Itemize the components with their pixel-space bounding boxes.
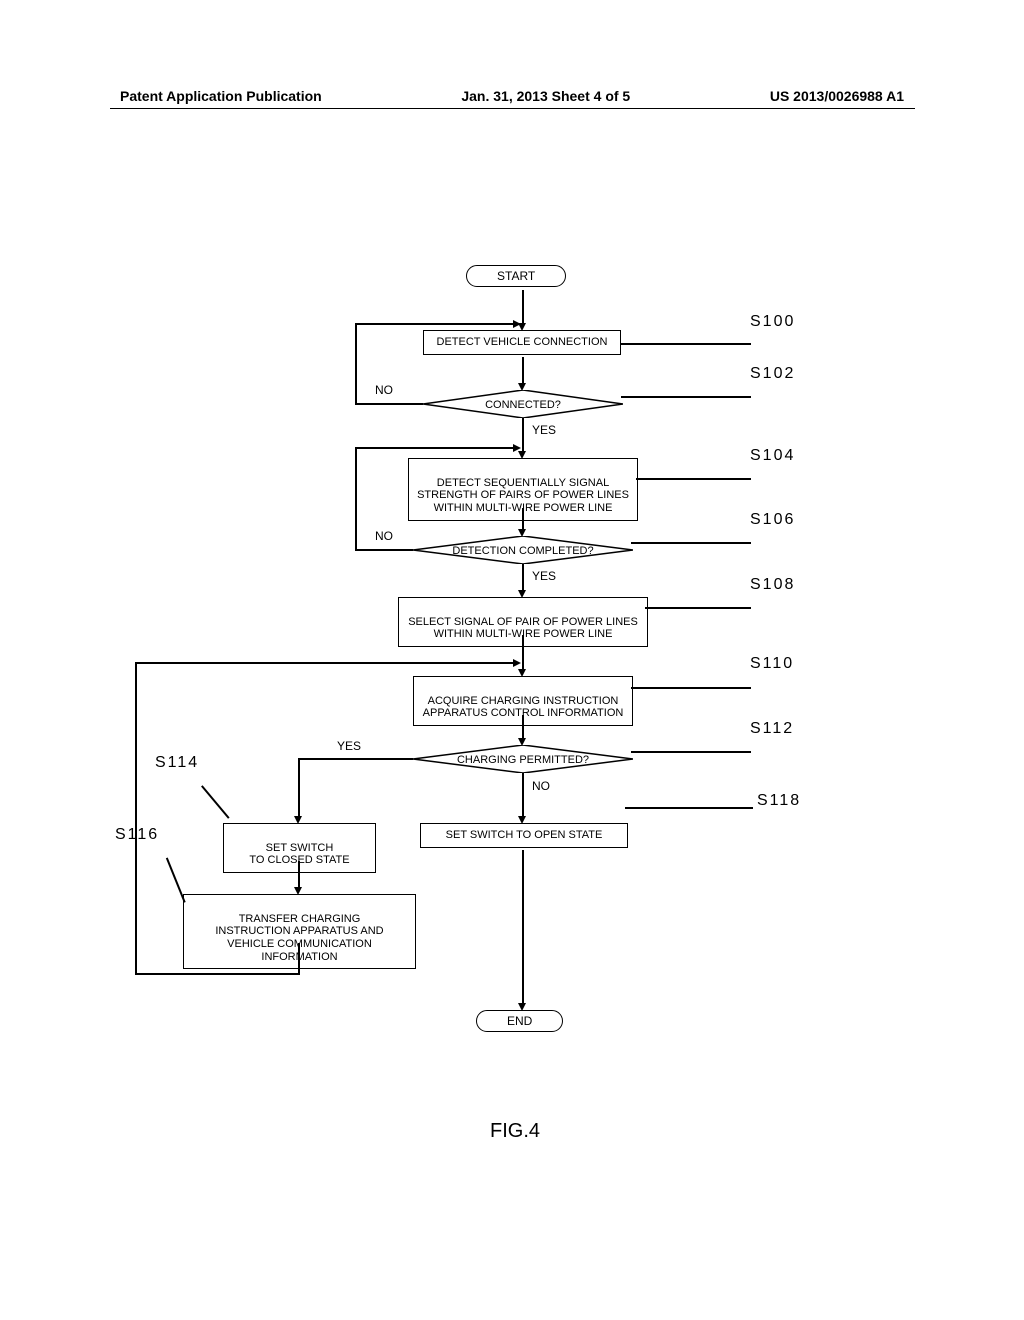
end-terminator: END [476, 1010, 563, 1032]
line [135, 662, 137, 975]
s112-label: S112 [750, 720, 794, 738]
s106-label: S106 [750, 511, 795, 529]
leader [631, 542, 751, 544]
line [298, 861, 300, 889]
s110-label: S110 [750, 655, 794, 673]
line [522, 564, 524, 592]
s118-text: SET SWITCH TO OPEN STATE [446, 829, 603, 841]
line [298, 943, 300, 973]
arrow [513, 659, 521, 667]
leader [631, 687, 751, 689]
line [135, 973, 300, 975]
line [355, 447, 515, 449]
yes-label-3: YES [337, 739, 361, 753]
line [355, 323, 357, 405]
s106-text: DETECTION COMPLETED? [452, 545, 593, 557]
line [522, 357, 524, 385]
line [298, 758, 300, 818]
s114-box: SET SWITCH TO CLOSED STATE [223, 823, 376, 873]
figure-label: FIG.4 [490, 1120, 540, 1143]
s108-label: S108 [750, 576, 795, 594]
line [522, 508, 524, 531]
s102-decision: CONNECTED? [423, 390, 623, 420]
line [522, 635, 524, 671]
line [355, 447, 357, 551]
s112-decision: CHARGING PERMITTED? [413, 745, 633, 775]
s114-label: S114 [155, 754, 199, 772]
no-label-3: NO [532, 779, 550, 793]
s106-decision: DETECTION COMPLETED? [413, 536, 633, 566]
s116-box: TRANSFER CHARGING INSTRUCTION APPARATUS … [183, 894, 416, 969]
patent-header: Patent Application Publication Jan. 31, … [0, 88, 1024, 104]
s102-label: S102 [750, 365, 795, 383]
s118-box: SET SWITCH TO OPEN STATE [420, 823, 628, 848]
s112-text: CHARGING PERMITTED? [457, 754, 589, 766]
line [355, 403, 423, 405]
line [355, 549, 413, 551]
start-label: START [497, 269, 535, 283]
line [135, 662, 515, 664]
line [522, 418, 524, 453]
line [522, 290, 524, 325]
header-divider [110, 108, 915, 109]
yes-label-1: YES [532, 423, 556, 437]
header-right: US 2013/0026988 A1 [770, 88, 904, 104]
leader [621, 396, 751, 398]
leader [631, 751, 751, 753]
start-terminator: START [466, 265, 566, 287]
s100-box: DETECT VEHICLE CONNECTION [423, 330, 621, 355]
no-label-2: NO [375, 529, 393, 543]
header-left: Patent Application Publication [120, 88, 322, 104]
s100-label: S100 [750, 313, 795, 331]
arrow [513, 444, 521, 452]
yes-label-2: YES [532, 569, 556, 583]
line [355, 323, 515, 325]
no-label-1: NO [375, 383, 393, 397]
s100-text: DETECT VEHICLE CONNECTION [437, 336, 608, 348]
line [522, 850, 524, 1005]
s118-label: S118 [757, 792, 801, 810]
header-center: Jan. 31, 2013 Sheet 4 of 5 [461, 88, 630, 104]
s114-text: SET SWITCH TO CLOSED STATE [249, 842, 349, 867]
s102-text: CONNECTED? [485, 399, 561, 411]
arrow [513, 320, 521, 328]
line [298, 758, 413, 760]
end-label: END [507, 1014, 532, 1028]
leader [166, 857, 185, 902]
s104-label: S104 [750, 447, 795, 465]
leader [625, 807, 753, 809]
s116-label: S116 [115, 826, 159, 844]
leader [201, 785, 229, 818]
leader [621, 343, 751, 345]
leader [645, 607, 751, 609]
leader [636, 478, 751, 480]
line [522, 773, 524, 818]
line [522, 715, 524, 740]
